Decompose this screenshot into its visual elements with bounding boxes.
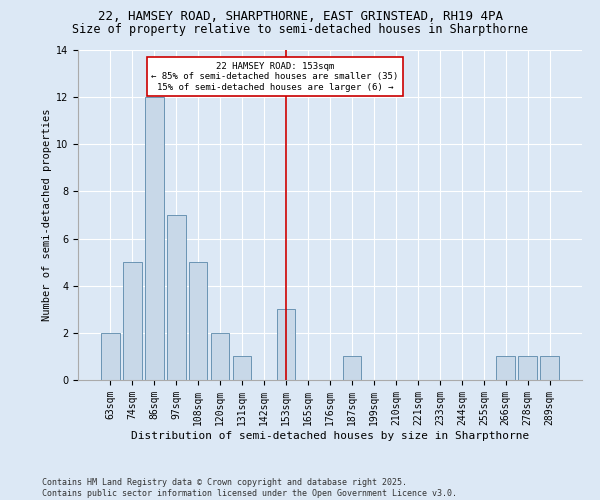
Bar [189,262,208,380]
Bar [518,356,537,380]
Bar [277,310,295,380]
Y-axis label: Number of semi-detached properties: Number of semi-detached properties [42,109,52,322]
Bar [233,356,251,380]
Bar [343,356,361,380]
Text: 22, HAMSEY ROAD, SHARPTHORNE, EAST GRINSTEAD, RH19 4PA: 22, HAMSEY ROAD, SHARPTHORNE, EAST GRINS… [97,10,503,23]
Bar [211,333,229,380]
Bar [145,97,164,380]
Bar [496,356,515,380]
Text: 22 HAMSEY ROAD: 153sqm
← 85% of semi-detached houses are smaller (35)
15% of sem: 22 HAMSEY ROAD: 153sqm ← 85% of semi-det… [151,62,398,92]
Bar [123,262,142,380]
Bar [167,215,185,380]
Text: Contains HM Land Registry data © Crown copyright and database right 2025.
Contai: Contains HM Land Registry data © Crown c… [42,478,457,498]
Bar [101,333,119,380]
Bar [541,356,559,380]
X-axis label: Distribution of semi-detached houses by size in Sharpthorne: Distribution of semi-detached houses by … [131,430,529,440]
Text: Size of property relative to semi-detached houses in Sharpthorne: Size of property relative to semi-detach… [72,22,528,36]
